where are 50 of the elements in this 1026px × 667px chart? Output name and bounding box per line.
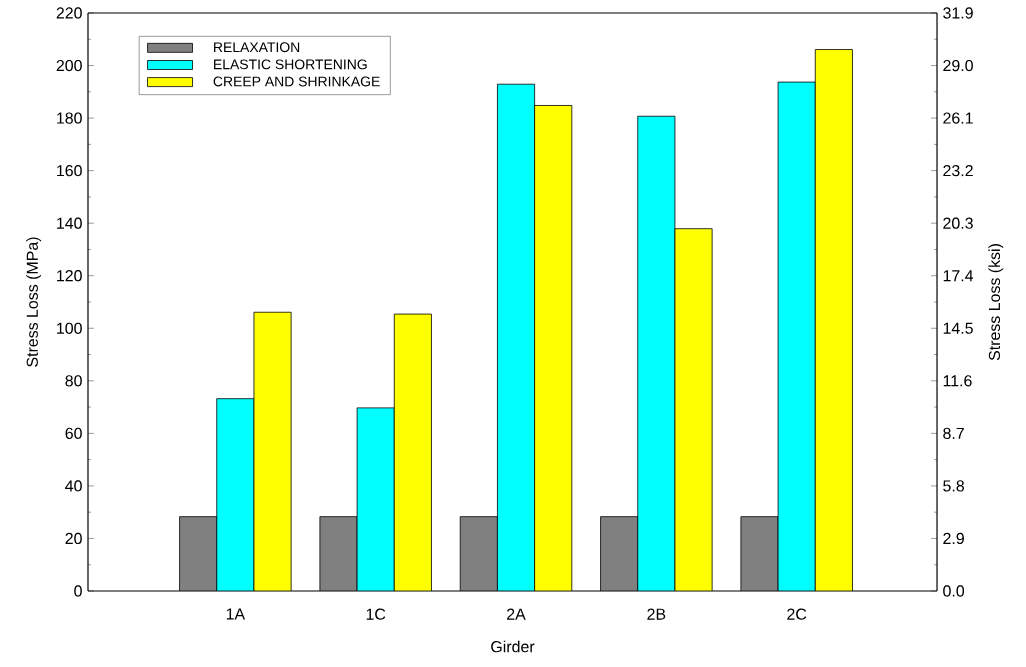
bar <box>179 516 217 591</box>
y2-tick-label: 23.2 <box>943 164 973 177</box>
bar <box>460 516 498 591</box>
x-tick-label: 2A <box>507 608 526 620</box>
bar <box>394 314 432 591</box>
y2-tick-label: 26.1 <box>943 112 973 124</box>
bar <box>216 398 254 591</box>
y-axis-title: Stress Loss (MPa) <box>26 237 42 367</box>
y-tick-label: 80 <box>65 375 82 387</box>
bar <box>497 84 535 591</box>
x-tick-label: 2B <box>647 608 666 620</box>
y-tick-label: 60 <box>65 427 82 440</box>
y-tick-label: 120 <box>57 270 82 282</box>
y-tick-label: 180 <box>57 112 82 124</box>
legend-label: ELASTIC SHORTENING <box>214 59 367 70</box>
y2-tick-label: 8.7 <box>943 427 964 439</box>
bar <box>740 516 779 591</box>
y-tick-label: 100 <box>57 322 82 334</box>
bar <box>814 49 853 591</box>
y2-tick-label: 0.0 <box>943 585 965 597</box>
y-tick-label: 200 <box>56 59 82 72</box>
y2-tick-label: 31.9 <box>943 7 973 19</box>
x-tick-label: 1C <box>366 608 386 620</box>
x-tick-label: 1A <box>226 608 246 620</box>
bar <box>253 312 292 591</box>
x-axis-title: Girder <box>491 640 535 653</box>
y2-tick-label: 5.8 <box>943 480 964 492</box>
bar <box>674 228 713 591</box>
legend-label: CREEP AND SHRINKAGE <box>213 76 380 87</box>
bar <box>637 116 675 591</box>
bar <box>777 81 816 591</box>
y-tick-label: 140 <box>57 217 82 229</box>
y2-tick-label: 29.0 <box>943 59 973 72</box>
bar <box>319 516 358 591</box>
y-tick-label: 220 <box>56 7 82 19</box>
y-tick-label: 160 <box>57 164 82 177</box>
y2-tick-label: 2.9 <box>943 532 964 545</box>
legend-label: RELAXATION <box>214 42 300 53</box>
bar <box>357 407 395 591</box>
bar <box>600 516 638 591</box>
x-tick-label: 2C <box>787 608 807 620</box>
bar <box>534 105 572 591</box>
y2-tick-label: 14.5 <box>943 322 973 334</box>
y-tick-label: 20 <box>65 532 82 545</box>
y2-tick-label: 11.6 <box>943 375 972 387</box>
y2-axis-title: Stress Loss (ksi) <box>988 244 1004 361</box>
y-tick-label: 0 <box>74 585 82 597</box>
y2-tick-label: 17.4 <box>943 270 974 282</box>
y-tick-label: 40 <box>65 480 82 492</box>
y2-tick-label: 20.3 <box>943 217 973 229</box>
